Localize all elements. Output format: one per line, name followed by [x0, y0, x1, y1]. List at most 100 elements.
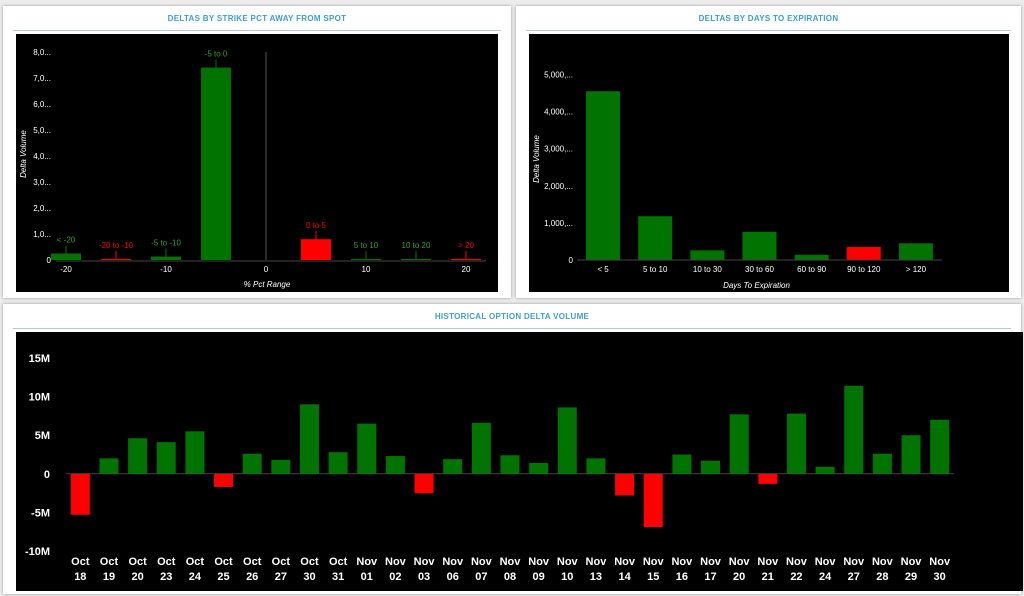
y-tick-label: 2,0...	[33, 204, 51, 213]
bar	[643, 473, 663, 528]
x-tick-label-month: Nov	[929, 556, 951, 568]
x-tick-label: -20	[60, 265, 72, 274]
x-tick-label-month: Nov	[528, 556, 550, 568]
x-tick-label-day: 03	[418, 571, 430, 583]
bar	[586, 91, 621, 260]
y-tick-label: 0	[569, 256, 574, 265]
x-tick-label-day: 27	[848, 571, 860, 583]
x-tick-label-day: 27	[275, 571, 287, 583]
bar	[701, 460, 721, 474]
x-tick-label-day: 14	[618, 571, 631, 583]
x-tick-label-month: Nov	[843, 556, 865, 568]
x-tick-label: -10	[160, 265, 172, 274]
bar-data-label: -20 to -10	[99, 241, 134, 250]
bar	[500, 455, 520, 474]
x-tick-label-day: 21	[762, 571, 774, 583]
x-tick-label-month: Nov	[901, 556, 923, 568]
bar	[898, 243, 933, 260]
x-tick-label-month: Oct	[71, 556, 90, 568]
x-tick-label-day: 30	[303, 571, 315, 583]
y-tick-label: 5M	[35, 430, 50, 442]
bar	[638, 216, 673, 260]
bar	[846, 247, 881, 260]
bar	[414, 473, 434, 494]
x-tick-label: 20	[462, 265, 471, 274]
x-tick-label-day: 23	[160, 571, 172, 583]
x-tick-label: < 5	[597, 265, 609, 274]
history-panel: HISTORICAL OPTION DELTA VOLUME 15M 10M 5M 0…	[3, 304, 1023, 594]
x-tick-label-month: Nov	[786, 556, 808, 568]
y-tick-label: -5M	[31, 507, 50, 519]
x-tick-label-month: Nov	[414, 556, 436, 568]
x-tick-label-month: Nov	[471, 556, 493, 568]
y-tick-label: 4,000,...	[544, 108, 573, 117]
y-tick-label: -10M	[25, 546, 50, 558]
x-tick-label-month: Oct	[100, 556, 119, 568]
bar-data-label: 0 to 5	[306, 221, 327, 230]
x-tick-label-day: 01	[361, 571, 373, 583]
x-tick-label-month: Oct	[214, 556, 233, 568]
x-tick-label-month: Nov	[442, 556, 464, 568]
x-tick-label-month: Nov	[700, 556, 722, 568]
x-tick-label-month: Oct	[157, 556, 176, 568]
y-tick-label: 1,000,...	[544, 219, 573, 228]
expiration-panel: DELTAS BY DAYS TO EXPIRATION 0 1,000,... 2…	[516, 6, 1021, 298]
y-tick-label: 2,000,...	[544, 182, 573, 191]
bar	[70, 473, 90, 515]
x-tick-label-month: Oct	[186, 556, 205, 568]
x-tick-label: 90 to 120	[847, 265, 881, 274]
x-tick-label-day: 18	[74, 571, 86, 583]
bar-data-label: -5 to 0	[205, 50, 228, 59]
bar	[742, 231, 777, 260]
x-tick-label-month: Nov	[500, 556, 522, 568]
bar	[401, 259, 431, 260]
bar	[872, 453, 892, 474]
y-tick-label: 6,0...	[33, 100, 51, 109]
x-tick-label-day: 10	[561, 571, 573, 583]
bar	[529, 462, 549, 474]
bar	[51, 253, 81, 260]
strike-panel-divider	[13, 30, 501, 31]
x-tick-label-day: 30	[934, 571, 946, 583]
expiration-panel-title: DELTAS BY DAYS TO EXPIRATION	[698, 14, 839, 23]
bar-data-label: 5 to 10	[354, 241, 379, 250]
x-tick-label-month: Nov	[557, 556, 579, 568]
strike-chart-area: 0 1,0... 2,0... 3,0... 4,0... 5,0... 6,0... 7,0…	[16, 34, 498, 292]
history-panel-title: HISTORICAL OPTION DELTA VOLUME	[434, 312, 590, 321]
x-tick-label-day: 26	[246, 571, 258, 583]
x-tick-label-day: 02	[389, 571, 401, 583]
x-tick-label-day: 07	[475, 571, 487, 583]
y-tick-label: 8,0...	[33, 48, 51, 57]
x-tick-label-month: Oct	[300, 556, 319, 568]
x-tick-label-month: Oct	[128, 556, 147, 568]
x-tick-label-month: Nov	[671, 556, 693, 568]
y-tick-label: 7,0...	[33, 74, 51, 83]
bar	[156, 442, 176, 474]
bar	[557, 407, 577, 474]
x-axis-title: Days To Expiration	[723, 281, 790, 290]
y-axis-title: Delta Volume	[19, 130, 28, 178]
expiration-chart-area: 0 1,000,... 2,000,... 3,000,... 4,000,... 5,0…	[529, 34, 1009, 292]
x-tick-label-month: Oct	[329, 556, 348, 568]
bar	[242, 453, 262, 474]
bar	[690, 250, 725, 260]
x-tick-label-day: 29	[905, 571, 917, 583]
x-tick-label: 30 to 60	[745, 265, 774, 274]
x-tick-label-day: 20	[131, 571, 143, 583]
bar	[301, 239, 331, 260]
y-tick-label: 0	[44, 469, 50, 481]
x-tick-label-day: 09	[533, 571, 545, 583]
bar	[471, 422, 491, 474]
y-tick-label: 5,000,...	[544, 71, 573, 80]
y-axis-title: Delta Volume	[532, 135, 541, 183]
x-tick-label: 0	[264, 265, 269, 274]
x-tick-label-day: 15	[647, 571, 659, 583]
x-tick-label-month: Oct	[272, 556, 291, 568]
x-tick-label: 10	[362, 265, 371, 274]
bar-data-label: > 20	[458, 241, 474, 250]
bar	[128, 438, 148, 474]
bar	[443, 459, 463, 474]
y-tick-label: 1,0...	[33, 230, 51, 239]
bar-data-label: -5 to -10	[151, 239, 181, 248]
x-axis-title: % Pct Range	[244, 280, 291, 289]
